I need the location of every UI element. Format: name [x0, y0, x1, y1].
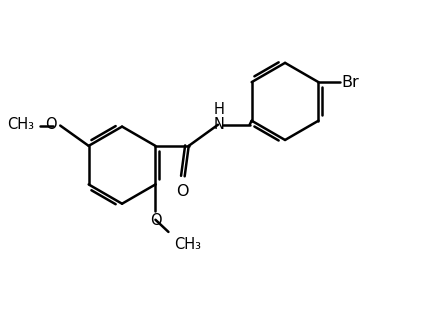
Text: N: N — [213, 117, 224, 132]
Text: CH₃: CH₃ — [7, 117, 34, 132]
Text: O: O — [45, 117, 57, 132]
Text: O: O — [176, 184, 188, 199]
Text: H: H — [213, 102, 224, 117]
Text: CH₃: CH₃ — [173, 237, 200, 252]
Text: Br: Br — [341, 75, 359, 90]
Text: O: O — [150, 213, 162, 228]
